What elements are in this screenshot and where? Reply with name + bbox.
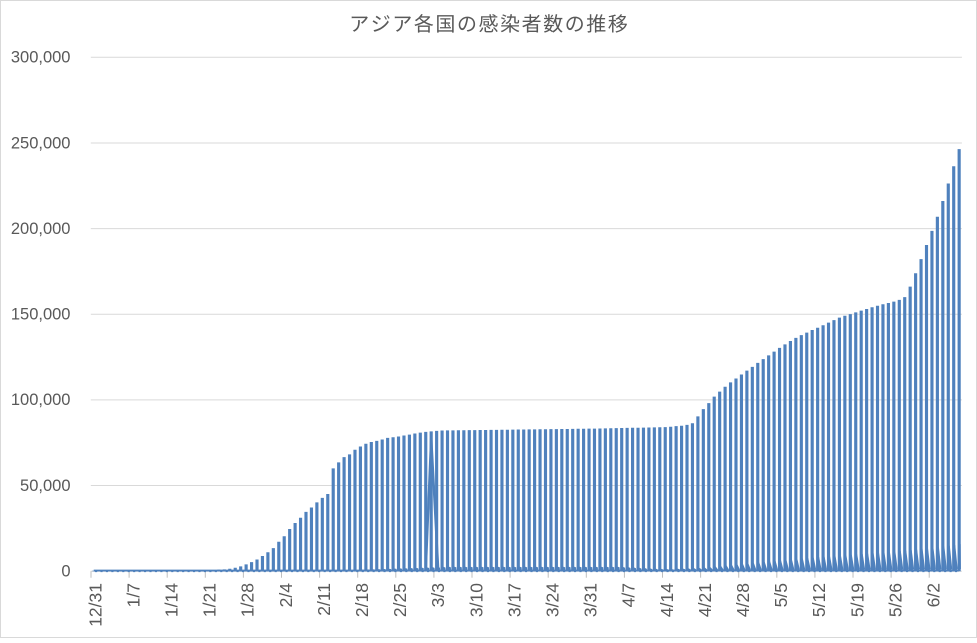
svg-text:5/19: 5/19 <box>847 583 867 617</box>
svg-text:1/28: 1/28 <box>238 583 258 617</box>
svg-text:3/10: 3/10 <box>466 583 486 617</box>
svg-text:4/14: 4/14 <box>657 583 677 617</box>
svg-text:4/21: 4/21 <box>695 583 715 617</box>
svg-text:50,000: 50,000 <box>20 477 70 495</box>
svg-text:3/3: 3/3 <box>428 583 448 607</box>
svg-text:1/21: 1/21 <box>200 583 220 617</box>
svg-text:2/25: 2/25 <box>390 583 410 617</box>
svg-text:12/31: 12/31 <box>85 583 105 627</box>
svg-text:3/24: 3/24 <box>543 583 563 617</box>
svg-text:200,000: 200,000 <box>11 220 71 238</box>
svg-text:1/7: 1/7 <box>123 583 143 607</box>
svg-text:4/7: 4/7 <box>619 583 639 607</box>
svg-text:3/31: 3/31 <box>581 583 601 617</box>
svg-text:6/2: 6/2 <box>924 583 944 607</box>
svg-text:2/11: 2/11 <box>314 583 334 616</box>
svg-text:5/5: 5/5 <box>771 583 791 607</box>
svg-text:300,000: 300,000 <box>11 49 71 67</box>
svg-text:5/26: 5/26 <box>885 583 905 617</box>
svg-text:100,000: 100,000 <box>11 391 71 409</box>
svg-text:1/14: 1/14 <box>162 583 182 617</box>
svg-text:150,000: 150,000 <box>11 306 71 324</box>
svg-text:2/4: 2/4 <box>276 583 296 608</box>
svg-text:5/12: 5/12 <box>809 583 829 617</box>
svg-text:250,000: 250,000 <box>11 134 71 152</box>
svg-text:2/18: 2/18 <box>352 583 372 617</box>
svg-text:4/28: 4/28 <box>733 583 753 617</box>
svg-text:0: 0 <box>61 563 70 581</box>
svg-text:3/17: 3/17 <box>504 583 524 617</box>
